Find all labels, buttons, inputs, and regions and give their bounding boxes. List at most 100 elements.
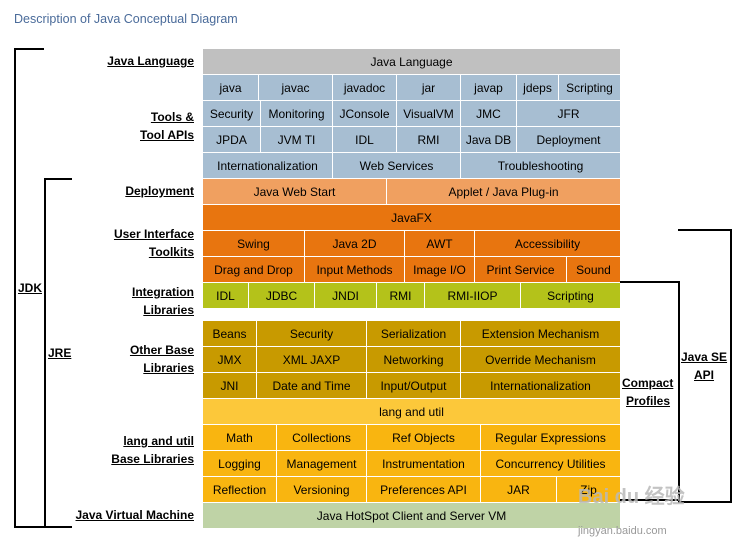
cell-javafx: JavaFX	[202, 204, 620, 230]
cell-java2d: Java 2D	[304, 230, 404, 256]
label-jvm: Java Virtual Machine	[75, 508, 195, 522]
label-ui-2: Toolkits	[148, 245, 194, 259]
javase-bracket-top	[678, 229, 732, 231]
cell-serialization: Serialization	[366, 320, 460, 346]
cell-jvmti: JVM TI	[260, 126, 332, 152]
cell-concurrency: Concurrency Utilities	[480, 450, 620, 476]
label-java-language: Java Language	[107, 54, 194, 68]
cell-applet-plugin: Applet / Java Plug-in	[386, 178, 620, 204]
cell-javadb: Java DB	[460, 126, 516, 152]
cell-java-web-start: Java Web Start	[202, 178, 386, 204]
compact-bracket-bottom	[620, 499, 680, 501]
label-lang-2: Base Libraries	[111, 452, 194, 466]
cell-print-service: Print Service	[474, 256, 566, 282]
cell-monitoring: Monitoring	[260, 100, 332, 126]
label-jre: JRE	[48, 344, 72, 362]
cell-idl-tool: IDL	[332, 126, 396, 152]
label-javase-2: API	[694, 366, 715, 384]
jre-bracket-side	[44, 178, 46, 528]
cell-internationalization: Internationalization	[460, 372, 620, 398]
cell-javac: javac	[258, 74, 332, 100]
label-other-1: Other Base	[129, 343, 194, 357]
cell-versioning: Versioning	[276, 476, 366, 502]
cell-jconsole: JConsole	[332, 100, 396, 126]
cell-override-mechanism: Override Mechanism	[460, 346, 620, 372]
cell-web-services: Web Services	[332, 152, 460, 178]
cell-security: Security	[256, 320, 366, 346]
label-deployment: Deployment	[125, 184, 194, 198]
cell-jndi: JNDI	[314, 282, 376, 308]
jdk-bracket-side	[14, 48, 16, 528]
cell-xml-jaxp: XML JAXP	[256, 346, 366, 372]
label-jdk: JDK	[18, 279, 43, 297]
label-compact-1: Compact	[622, 374, 674, 392]
cell-awt: AWT	[404, 230, 474, 256]
cell-troubleshooting: Troubleshooting	[460, 152, 620, 178]
cell-input-methods: Input Methods	[304, 256, 404, 282]
cell-rmi: RMI	[376, 282, 424, 308]
cell-jni: JNI	[202, 372, 256, 398]
label-compact-2: Profiles	[626, 392, 671, 410]
cell-regex: Regular Expressions	[480, 424, 620, 450]
cell-collections: Collections	[276, 424, 366, 450]
cell-jfr: JFR	[516, 100, 620, 126]
cell-sound: Sound	[566, 256, 620, 282]
compact-bracket-top	[620, 281, 680, 283]
cell-accessibility: Accessibility	[474, 230, 620, 256]
cell-security-tool: Security	[202, 100, 260, 126]
cell-networking: Networking	[366, 346, 460, 372]
cell-jar: JAR	[480, 476, 556, 502]
cell-preferences-api: Preferences API	[366, 476, 480, 502]
cell-idl: IDL	[202, 282, 248, 308]
cell-jar: jar	[396, 74, 460, 100]
label-other-2: Libraries	[143, 361, 194, 375]
cell-jdbc: JDBC	[248, 282, 314, 308]
jdk-bracket-bottom	[14, 526, 44, 528]
cell-rmi-iiop: RMI-IIOP	[424, 282, 520, 308]
cell-jdeps: jdeps	[516, 74, 558, 100]
label-integration-1: Integration	[132, 285, 194, 299]
watermark-logo: Bai du 经验	[578, 486, 685, 508]
cell-hotspot-vm: Java HotSpot Client and Server VM	[202, 502, 620, 528]
cell-swing: Swing	[202, 230, 304, 256]
cell-drag-drop: Drag and Drop	[202, 256, 304, 282]
cell-scripting: Scripting	[520, 282, 620, 308]
label-integration-2: Libraries	[143, 303, 194, 317]
label-tools-2: Tool APIs	[140, 128, 194, 142]
cell-ref-objects: Ref Objects	[366, 424, 480, 450]
cell-reflection: Reflection	[202, 476, 276, 502]
cell-date-time: Date and Time	[256, 372, 366, 398]
label-tools-1: Tools &	[150, 110, 194, 124]
cell-java: java	[202, 74, 258, 100]
cell-java-language: Java Language	[202, 48, 620, 74]
cell-visualvm: VisualVM	[396, 100, 460, 126]
cell-jmx: JMX	[202, 346, 256, 372]
cell-javadoc: javadoc	[332, 74, 396, 100]
javase-bracket-bottom	[678, 501, 732, 503]
jre-bracket-top	[44, 178, 72, 180]
cell-javap: javap	[460, 74, 516, 100]
cell-jpda: JPDA	[202, 126, 260, 152]
watermark-url: jingyan.baidu.com	[578, 525, 667, 537]
cell-logging: Logging	[202, 450, 276, 476]
cell-scripting-tool: Scripting	[558, 74, 620, 100]
label-javase-1: Java SE	[681, 348, 728, 366]
cell-instrumentation: Instrumentation	[366, 450, 480, 476]
cell-deployment-tool: Deployment	[516, 126, 620, 152]
jdk-bracket-top	[14, 48, 44, 50]
cell-zip: Zip	[556, 476, 620, 502]
cell-extension-mechanism: Extension Mechanism	[460, 320, 620, 346]
cell-i18n-tool: Internationalization	[202, 152, 332, 178]
diagram-title: Description of Java Conceptual Diagram	[14, 12, 238, 26]
cell-rmi-tool: RMI	[396, 126, 460, 152]
cell-beans: Beans	[202, 320, 256, 346]
cell-math: Math	[202, 424, 276, 450]
cell-lang-util: lang and util	[202, 398, 620, 424]
cell-management: Management	[276, 450, 366, 476]
jre-bracket-bottom	[44, 526, 72, 528]
label-lang-1: lang and util	[123, 434, 194, 448]
cell-input-output: Input/Output	[366, 372, 460, 398]
compact-bracket-side	[678, 281, 680, 501]
cell-image-io: Image I/O	[404, 256, 474, 282]
label-ui-1: User Interface	[113, 227, 194, 241]
